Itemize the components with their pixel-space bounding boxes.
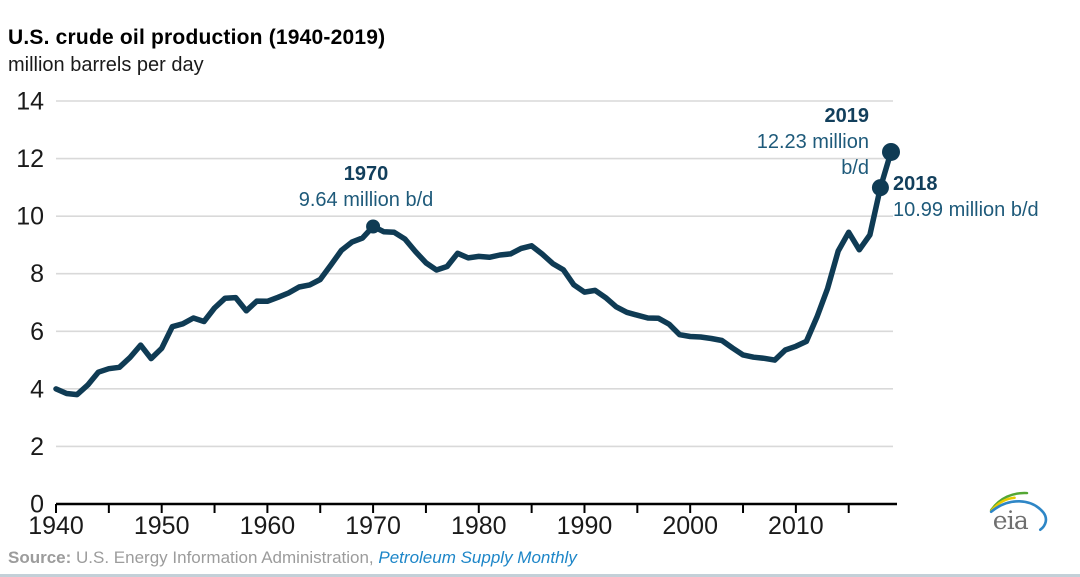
annotation-1970-year: 1970 [343,163,389,185]
annotation-2019-year: 2019 [824,105,870,127]
x-tick-label-2010: 2010 [768,512,824,540]
y-tick-label-2: 2 [30,433,44,461]
source-link[interactable]: Petroleum Supply Monthly [378,548,577,567]
y-tick-label-8: 8 [30,260,44,288]
annotation-2018-year: 2018 [893,173,938,195]
data-point-2019 [882,142,900,161]
source-text: U.S. Energy Information Administration, [71,548,379,567]
annotation-2018-value: 10.99 million b/d [893,199,1039,221]
y-tick-label-6: 6 [30,318,44,346]
annotation-2019: 2019 12.23 million b/d [609,103,869,181]
x-tick-label-1940: 1940 [28,512,84,540]
x-tick-label-1950: 1950 [134,512,190,540]
data-point-1970 [366,219,381,234]
bottom-divider [0,574,1080,577]
annotation-2019-value-line1: 12.23 million [756,131,869,153]
annotation-2018: 2018 10.99 million b/d [893,171,1078,223]
y-tick-label-0: 0 [30,491,44,519]
y-tick-label-4: 4 [30,375,44,403]
x-tick-label-1960: 1960 [240,512,296,540]
annotation-1970-value: 9.64 million b/d [298,189,434,211]
y-tick-label-10: 10 [16,203,44,231]
y-tick-label-12: 12 [16,145,44,173]
annotation-2019-value-line2: b/d [841,157,869,179]
source-line: Source: U.S. Energy Information Administ… [8,548,577,568]
y-tick-label-14: 14 [16,88,44,116]
source-label: Source: [8,548,72,567]
eia-logo-blue-arc [989,500,1048,532]
eia-logo-text: eia [993,506,1029,535]
x-tick-label-1970: 1970 [345,512,401,540]
x-tick-label-1980: 1980 [451,512,507,540]
data-point-2018 [871,179,889,197]
chart-title: U.S. crude oil production (1940-2019) [8,26,386,49]
annotation-1970: 1970 9.64 million b/d [216,161,516,213]
chart-subtitle: million barrels per day [8,54,204,76]
eia-logo: eia [989,491,1048,535]
production-line [53,149,894,398]
x-tick-label-1990: 1990 [557,512,613,540]
x-tick-label-2000: 2000 [662,512,718,540]
